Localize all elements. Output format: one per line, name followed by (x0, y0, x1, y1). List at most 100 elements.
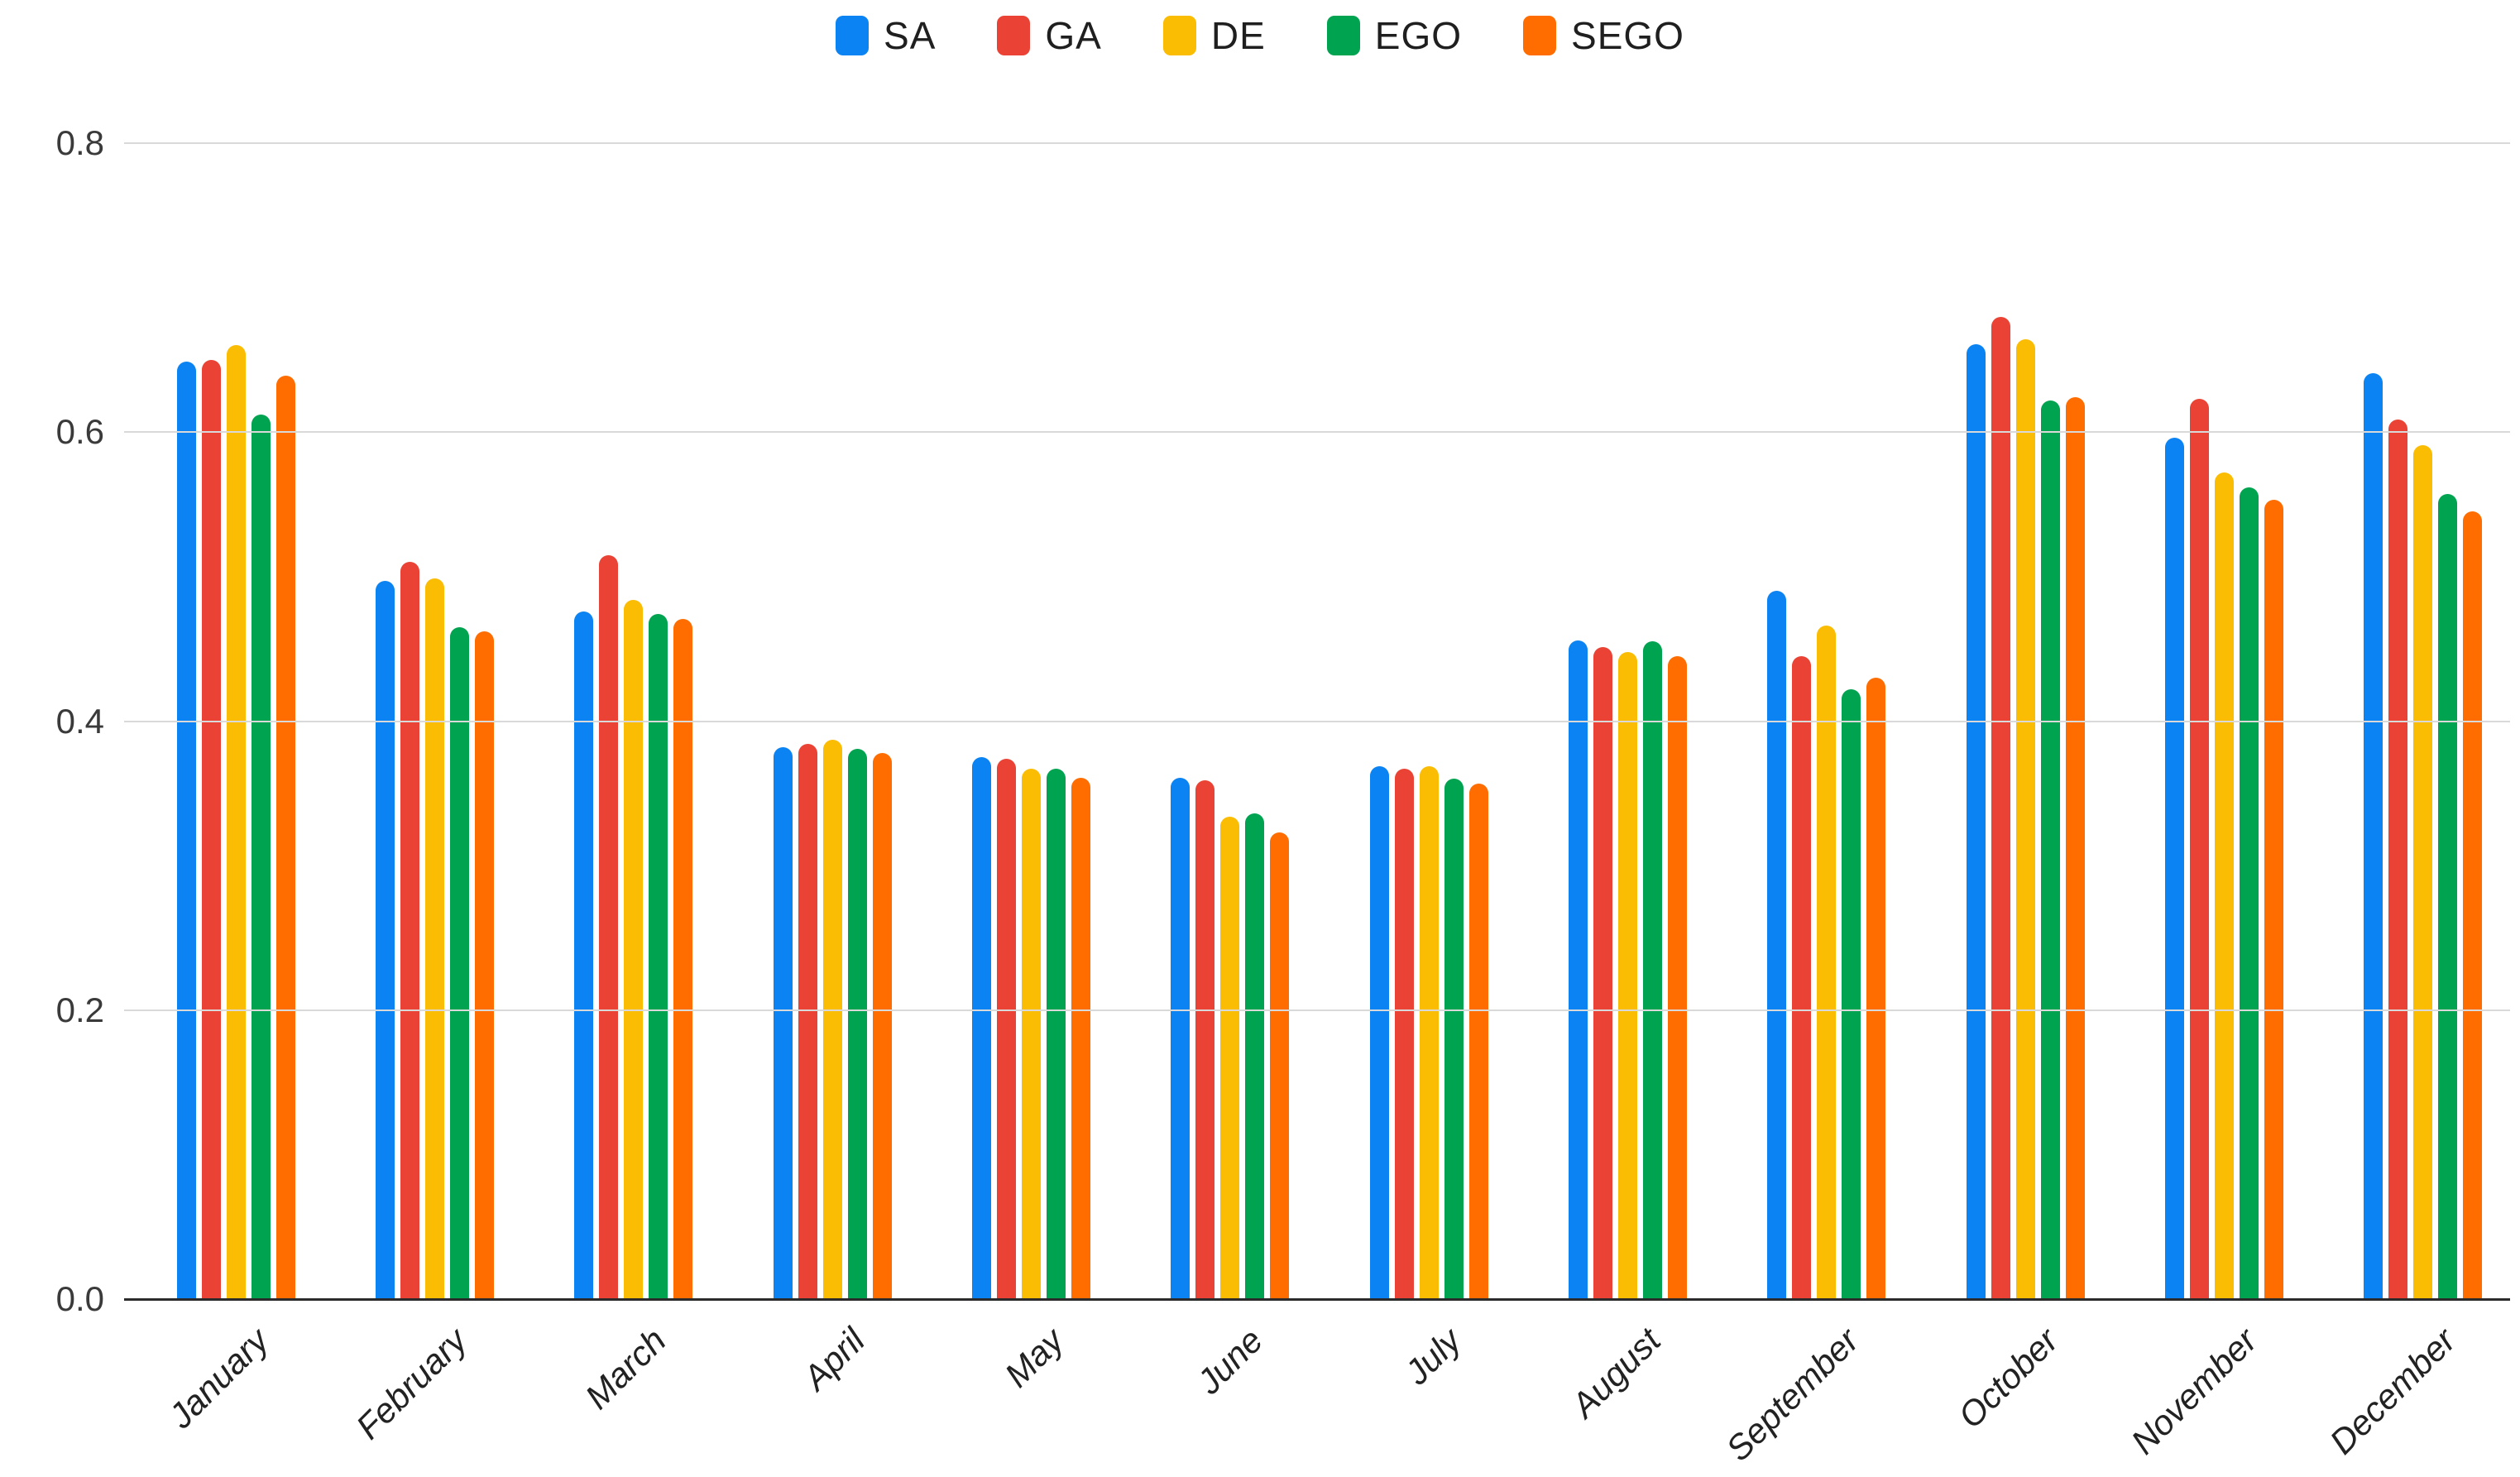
bar-de-february (424, 578, 444, 1299)
bar-group-march (522, 143, 721, 1299)
bar-ego-october (2040, 400, 2060, 1299)
bar-de-october (2015, 339, 2035, 1299)
bar-de-january (226, 345, 246, 1299)
bar-de-august (1617, 652, 1637, 1299)
bar-sego-april (872, 753, 892, 1299)
bar-sa-july (1369, 766, 1389, 1299)
x-tick-label-august: August (1564, 1321, 1668, 1425)
bar-ego-april (847, 749, 867, 1299)
bar-group-january (124, 143, 323, 1299)
bar-de-november (2214, 472, 2234, 1299)
y-tick-label: 0.2 (55, 990, 104, 1029)
bar-group-july (1317, 143, 1516, 1299)
bar-ga-march (599, 555, 619, 1299)
legend-label: EGO (1374, 14, 1463, 57)
bar-ego-june (1245, 813, 1265, 1299)
bar-ego-november (2239, 487, 2259, 1299)
bar-sego-march (673, 619, 693, 1299)
x-tick-label-november: November (2123, 1321, 2264, 1462)
legend-swatch-icon (1523, 16, 1557, 55)
x-tick-label-february: February (348, 1321, 475, 1447)
bar-group-october (1914, 143, 2112, 1299)
y-gridline (124, 720, 2510, 722)
bar-de-june (1220, 817, 1240, 1299)
bar-sa-october (1966, 344, 1986, 1299)
bar-sa-april (773, 747, 793, 1299)
bar-ego-december (2438, 494, 2458, 1299)
bar-sego-november (2264, 500, 2283, 1299)
x-tick-label-march: March (577, 1321, 674, 1417)
bar-ga-september (1792, 656, 1812, 1299)
y-tick-label: 0.8 (55, 123, 104, 162)
bar-group-november (2112, 143, 2311, 1299)
bar-ego-july (1444, 779, 1464, 1299)
bar-sego-may (1071, 778, 1090, 1299)
x-tick-label-june: June (1189, 1321, 1271, 1402)
legend-item-de: DE (1162, 13, 1266, 58)
legend-label: DE (1210, 14, 1266, 57)
bar-de-march (624, 600, 644, 1299)
bar-ego-january (251, 415, 271, 1299)
bar-ga-february (400, 562, 419, 1299)
bar-sa-november (2164, 438, 2184, 1299)
legend-item-sego: SEGO (1523, 13, 1684, 58)
bar-ga-october (1991, 317, 2010, 1299)
bar-sa-february (375, 581, 395, 1299)
bar-sego-june (1270, 832, 1290, 1299)
bar-sego-august (1667, 656, 1687, 1299)
legend-label: SEGO (1571, 14, 1684, 57)
bar-group-april (721, 143, 919, 1299)
bar-sa-june (1171, 778, 1191, 1299)
x-tick-label-september: September (1718, 1321, 1867, 1469)
bar-de-july (1419, 766, 1439, 1299)
bar-de-may (1021, 769, 1041, 1299)
bar-de-september (1817, 626, 1837, 1299)
legend-swatch-icon (1162, 16, 1196, 55)
bar-sego-december (2463, 511, 2483, 1299)
bar-de-december (2413, 445, 2433, 1299)
bar-sa-august (1568, 640, 1588, 1299)
bar-ego-february (449, 627, 469, 1299)
legend-label: SA (884, 14, 937, 57)
bar-ga-july (1394, 769, 1414, 1299)
bar-ga-november (2189, 399, 2209, 1299)
bar-sa-december (2364, 373, 2383, 1299)
x-axis-line (124, 1298, 2510, 1301)
bar-ga-june (1195, 780, 1215, 1299)
chart-legend: SA GA DE EGO SEGO (0, 7, 2520, 65)
bar-sa-march (574, 611, 594, 1299)
y-gridline (124, 142, 2510, 144)
legend-item-sa: SA (836, 13, 936, 58)
bar-sa-september (1767, 591, 1787, 1299)
bar-ego-august (1642, 641, 1662, 1299)
bar-ego-may (1046, 769, 1066, 1299)
bar-sego-july (1468, 784, 1488, 1299)
bar-ego-september (1842, 689, 1861, 1299)
x-tick-label-may: May (997, 1321, 1071, 1395)
x-tick-label-december: December (2321, 1321, 2464, 1462)
x-tick-label-july: July (1397, 1321, 1469, 1393)
y-tick-label: 0.6 (55, 412, 104, 452)
legend-item-ego: EGO (1326, 13, 1463, 58)
bar-sego-october (2065, 397, 2085, 1299)
legend-swatch-icon (997, 16, 1031, 55)
x-tick-label-january: January (160, 1321, 276, 1436)
bar-group-may (919, 143, 1118, 1299)
y-gridline (124, 1009, 2510, 1011)
legend-swatch-icon (1326, 16, 1360, 55)
bar-group-june (1119, 143, 1317, 1299)
bar-sa-may (971, 757, 991, 1299)
bar-sa-january (176, 362, 196, 1299)
y-gridline (124, 431, 2510, 434)
bar-ga-may (996, 759, 1016, 1299)
bar-ga-december (2388, 420, 2408, 1299)
bar-ga-august (1593, 647, 1612, 1299)
bar-ego-march (649, 614, 668, 1299)
x-tick-label-april: April (795, 1321, 873, 1398)
bar-ga-april (798, 744, 817, 1299)
bar-group-august (1516, 143, 1714, 1299)
bar-sego-february (474, 631, 494, 1299)
bar-group-september (1715, 143, 1914, 1299)
bar-group-february (323, 143, 521, 1299)
